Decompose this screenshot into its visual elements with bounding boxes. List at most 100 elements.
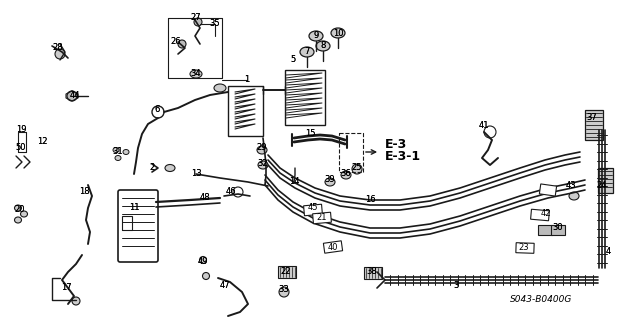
Bar — [585, 110, 603, 140]
Text: 46: 46 — [226, 188, 236, 197]
Text: 28: 28 — [52, 43, 63, 53]
Text: 24: 24 — [596, 182, 607, 190]
Text: 9: 9 — [314, 32, 319, 41]
Bar — [364, 267, 382, 279]
Ellipse shape — [309, 31, 323, 41]
Bar — [303, 204, 323, 216]
Text: 17: 17 — [61, 283, 71, 292]
Text: 36: 36 — [340, 168, 351, 177]
Text: 49: 49 — [198, 257, 208, 266]
Circle shape — [67, 91, 77, 101]
Text: 20: 20 — [15, 205, 25, 214]
Text: 16: 16 — [365, 196, 375, 204]
Circle shape — [55, 49, 65, 59]
Text: 50: 50 — [16, 144, 26, 152]
Text: 48: 48 — [200, 194, 211, 203]
Text: 12: 12 — [36, 137, 47, 146]
Text: 15: 15 — [305, 129, 316, 137]
Text: 4: 4 — [605, 248, 611, 256]
Text: 15: 15 — [305, 129, 316, 137]
Ellipse shape — [316, 41, 330, 51]
Text: 49: 49 — [198, 257, 208, 266]
Text: 34: 34 — [191, 70, 202, 78]
Text: 37: 37 — [587, 114, 597, 122]
Text: 22: 22 — [281, 266, 291, 276]
Ellipse shape — [113, 147, 119, 152]
Text: 4: 4 — [605, 248, 611, 256]
Text: 2: 2 — [149, 164, 155, 173]
Circle shape — [352, 164, 362, 174]
Text: 36: 36 — [340, 168, 351, 177]
Text: 8: 8 — [320, 41, 326, 50]
Text: 19: 19 — [16, 125, 26, 135]
Text: 33: 33 — [278, 286, 289, 294]
Text: 38: 38 — [367, 266, 378, 276]
Text: 7: 7 — [304, 48, 310, 56]
Text: 47: 47 — [220, 281, 230, 291]
Text: 28: 28 — [52, 43, 63, 53]
Ellipse shape — [341, 171, 351, 179]
Text: S043-B0400G: S043-B0400G — [510, 295, 572, 305]
Ellipse shape — [200, 256, 207, 263]
Text: 46: 46 — [226, 188, 236, 197]
Text: 6: 6 — [154, 106, 160, 115]
Ellipse shape — [15, 205, 22, 211]
Text: 10: 10 — [333, 28, 343, 38]
Text: 25: 25 — [352, 162, 362, 172]
Text: 5: 5 — [291, 56, 296, 64]
Text: 40: 40 — [328, 242, 339, 251]
Ellipse shape — [20, 211, 28, 217]
Text: 32: 32 — [258, 159, 268, 167]
Text: 44: 44 — [70, 92, 80, 100]
Text: 50: 50 — [16, 144, 26, 152]
Text: 44: 44 — [70, 92, 80, 100]
Text: 31: 31 — [113, 147, 124, 157]
Ellipse shape — [123, 150, 129, 154]
Text: 21: 21 — [317, 213, 327, 222]
Bar — [323, 241, 342, 253]
Text: 37: 37 — [587, 114, 597, 122]
Text: 30: 30 — [553, 224, 563, 233]
Text: 16: 16 — [365, 196, 375, 204]
Text: 18: 18 — [79, 188, 90, 197]
Bar — [312, 212, 332, 224]
Text: 31: 31 — [113, 147, 124, 157]
Text: 25: 25 — [352, 162, 362, 172]
Text: 43: 43 — [566, 182, 576, 190]
Text: E-3: E-3 — [385, 137, 407, 151]
Text: 29: 29 — [257, 144, 268, 152]
Ellipse shape — [214, 84, 226, 92]
Text: 38: 38 — [367, 266, 378, 276]
Text: 42: 42 — [541, 210, 551, 219]
Text: 26: 26 — [171, 36, 181, 46]
Ellipse shape — [202, 272, 209, 279]
Text: 2: 2 — [149, 164, 155, 173]
Ellipse shape — [257, 146, 267, 154]
Text: 21: 21 — [317, 213, 327, 222]
Text: 19: 19 — [16, 125, 26, 135]
Text: 41: 41 — [479, 122, 489, 130]
Circle shape — [194, 18, 202, 26]
Text: 48: 48 — [200, 194, 211, 203]
Ellipse shape — [15, 217, 22, 223]
Text: 3: 3 — [453, 281, 459, 291]
Bar — [516, 243, 534, 253]
Text: 12: 12 — [36, 137, 47, 146]
Bar — [278, 266, 296, 278]
Circle shape — [279, 287, 289, 297]
Text: 30: 30 — [553, 224, 563, 233]
Text: 11: 11 — [129, 203, 140, 211]
Ellipse shape — [325, 178, 335, 186]
Text: 1: 1 — [244, 76, 250, 85]
Text: 17: 17 — [61, 283, 71, 292]
Text: 20: 20 — [15, 205, 25, 214]
Text: 47: 47 — [220, 281, 230, 291]
Ellipse shape — [115, 155, 121, 160]
Text: 27: 27 — [191, 13, 202, 23]
Bar — [540, 184, 557, 196]
Text: 13: 13 — [191, 168, 202, 177]
Text: 14: 14 — [289, 177, 300, 187]
Text: 22: 22 — [281, 266, 291, 276]
Text: 9: 9 — [314, 32, 319, 41]
Bar — [598, 168, 613, 193]
